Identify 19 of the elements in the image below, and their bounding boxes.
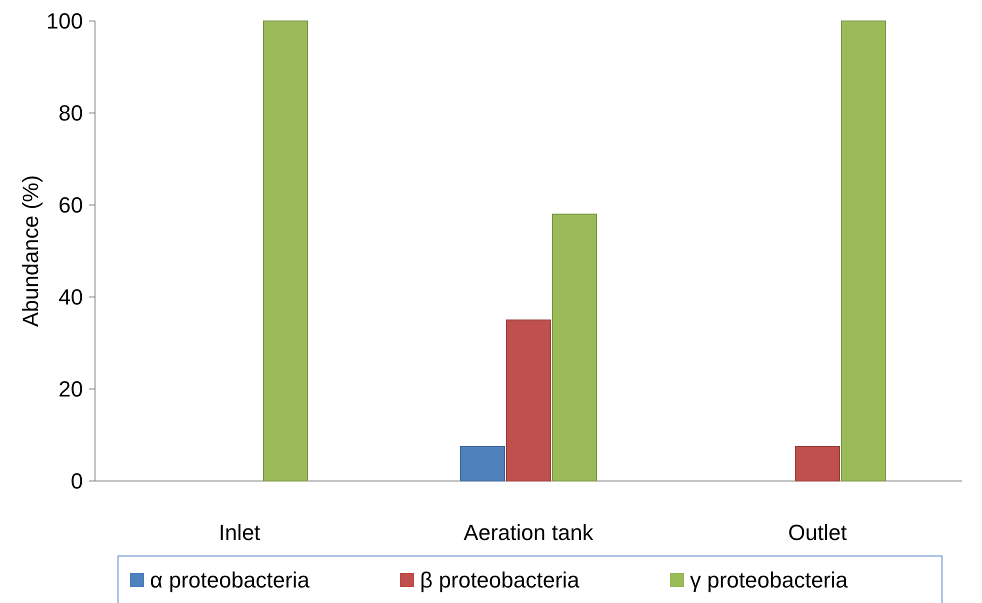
y-tick-label: 100: [46, 8, 83, 34]
y-tick-label: 60: [58, 192, 83, 218]
y-tick-label: 40: [58, 284, 83, 310]
legend-label: γ proteobacteria: [690, 568, 849, 593]
y-tick-label: 20: [58, 376, 83, 402]
bar: [552, 214, 597, 482]
y-tick-label: 0: [70, 468, 83, 494]
x-tick-label: Outlet: [788, 520, 847, 545]
bar: [460, 446, 505, 482]
y-axis-title: Abundance (%): [18, 175, 43, 327]
bar: [795, 446, 840, 482]
y-tick-label: 80: [58, 100, 83, 126]
x-tick-label: Aeration tank: [464, 520, 594, 545]
bar: [841, 20, 886, 482]
legend-label: β proteobacteria: [420, 568, 580, 593]
bar: [506, 320, 551, 482]
x-tick-label: Inlet: [218, 520, 260, 545]
bar: [263, 20, 308, 482]
legend-label: α proteobacteria: [150, 568, 310, 593]
